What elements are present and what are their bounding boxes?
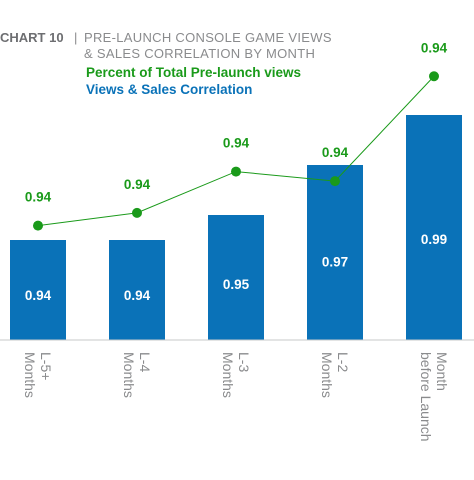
line-point-1 — [33, 220, 43, 231]
bar-4 — [307, 165, 363, 340]
x-tick-label-line: Months — [319, 352, 335, 398]
line-point-2 — [132, 207, 142, 218]
line-value-label: 0.94 — [25, 190, 52, 205]
chart-title-line2: & SALES CORRELATION BY MONTH — [84, 46, 315, 61]
line-point-5 — [429, 71, 439, 82]
bar-value-label: 0.99 — [421, 232, 447, 247]
line-series-group: 0.94 0.94 0.94 0.94 0.94 — [25, 40, 448, 231]
bar-value-label: 0.97 — [322, 254, 348, 269]
line-path — [37, 75, 435, 227]
chart-tag: CHART 10 — [0, 30, 64, 45]
line-point-4 — [330, 176, 340, 187]
line-value-label: 0.94 — [223, 136, 250, 151]
x-tick-label-line: Month — [434, 352, 450, 391]
bar-value-label: 0.94 — [25, 288, 52, 303]
x-tick-label-line: Months — [220, 352, 236, 398]
line-value-label: 0.94 — [322, 145, 349, 160]
line-value-label: 0.94 — [421, 40, 448, 55]
bar-3 — [208, 215, 264, 340]
x-tick-label-line: Months — [22, 352, 38, 398]
line-value-label: 0.94 — [124, 177, 151, 192]
x-tick-label-line: before Launch — [418, 352, 434, 442]
x-tick-label-line: L-2 — [335, 352, 351, 372]
x-tick-label-line: L-5+ — [38, 352, 54, 380]
line-point-3 — [231, 166, 241, 177]
x-tick-label-line: Months — [121, 352, 137, 398]
bar-value-label: 0.94 — [124, 288, 151, 303]
title-separator: | — [74, 30, 78, 45]
x-tick-label: L-5+Months — [22, 352, 54, 398]
bar-value-label: 0.95 — [223, 277, 250, 292]
x-tick-label-line: L-3 — [236, 352, 252, 372]
legend-bar-series: Views & Sales Correlation — [86, 82, 252, 97]
x-tick-label-line: L-4 — [137, 352, 153, 372]
bars-group: 0.94 0.94 0.95 0.97 0.99 — [10, 115, 462, 340]
chart-title-line1: PRE-LAUNCH CONSOLE GAME VIEWS — [84, 30, 332, 45]
bar-1 — [10, 240, 66, 340]
bar-2 — [109, 240, 165, 340]
bar-5 — [406, 115, 462, 340]
legend-line-series: Percent of Total Pre-launch views — [86, 65, 301, 80]
